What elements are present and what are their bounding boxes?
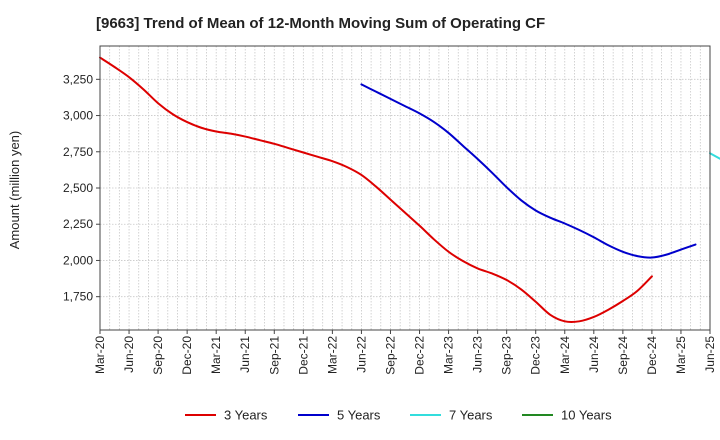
x-tick-label: Dec-20 [180, 336, 194, 375]
x-tick-label: Mar-22 [325, 336, 339, 374]
x-tick-label: Jun-24 [587, 336, 601, 373]
y-tick-label: 3,000 [63, 109, 93, 123]
y-tick-label: 2,250 [63, 217, 93, 231]
x-tick-label: Mar-20 [93, 336, 107, 374]
y-axis-label: Amount (million yen) [7, 131, 22, 250]
x-tick-label: Dec-23 [529, 336, 543, 375]
plot-frame [99, 45, 711, 331]
legend-label-5-years: 5 Years [337, 408, 381, 423]
series-layer [99, 56, 720, 323]
x-tick-label: Dec-21 [296, 336, 310, 375]
x-tick-label: Mar-25 [674, 336, 688, 374]
legend-label-7-years: 7 Years [449, 408, 493, 423]
x-tick-label: Sep-20 [151, 336, 165, 375]
y-tick-label: 2,000 [63, 253, 93, 267]
y-tick-label: 2,500 [63, 181, 93, 195]
series-line-3-years [99, 56, 653, 323]
x-tick-label: Dec-22 [413, 336, 427, 375]
x-tick-label: Mar-23 [442, 336, 456, 374]
series-line-5-years [360, 83, 697, 259]
x-tick-label: Jun-23 [471, 336, 485, 373]
y-tick-label: 2,750 [63, 145, 93, 159]
x-tick-label: Jun-21 [238, 336, 252, 373]
y-tick-layer: 1,750 2,000 2,250 2,500 2,750 3,000 3,250 [63, 72, 100, 304]
x-tick-label: Sep-24 [616, 336, 630, 375]
x-tick-label: Mar-21 [209, 336, 223, 374]
chart-title: [9663] Trend of Mean of 12-Month Moving … [96, 15, 545, 32]
y-tick-label: 1,750 [63, 290, 93, 304]
x-tick-label: Jun-25 [703, 336, 717, 373]
x-tick-label: Sep-21 [267, 336, 281, 375]
legend-label-3-years: 3 Years [224, 408, 268, 423]
grid-layer [100, 46, 710, 330]
legend: 3 Years 5 Years 7 Years 10 Years [185, 408, 612, 423]
x-tick-label: Mar-24 [558, 336, 572, 374]
x-tick-layer: Mar-20 Jun-20 Sep-20 Dec-20 Mar-21 Jun-21 Sep-… [93, 330, 717, 375]
x-tick-label: Sep-22 [383, 336, 397, 375]
x-tick-label: Jun-22 [354, 336, 368, 373]
y-tick-label: 3,250 [63, 72, 93, 86]
x-tick-label: Dec-24 [645, 336, 659, 375]
x-tick-label: Jun-20 [122, 336, 136, 373]
x-tick-label: Sep-23 [500, 336, 514, 375]
series-line-7-years [709, 152, 720, 160]
legend-label-10-years: 10 Years [561, 408, 612, 423]
